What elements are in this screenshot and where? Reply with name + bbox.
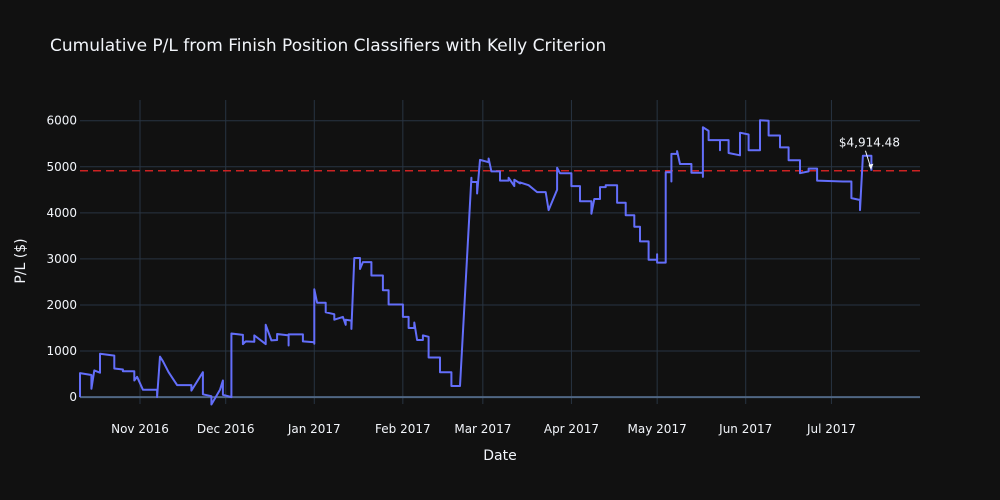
series-group <box>79 119 873 406</box>
grid <box>80 100 920 404</box>
y-tick-label: 5000 <box>46 160 77 174</box>
y-tick-label: 0 <box>69 390 77 404</box>
annotation-label: $4,914.48 <box>839 136 900 150</box>
y-tick-label: 1000 <box>46 344 77 358</box>
annotation-group: $4,914.48 <box>839 136 900 170</box>
y-tick-label: 2000 <box>46 298 77 312</box>
x-tick-label: Nov 2016 <box>111 422 169 436</box>
y-tick-label: 3000 <box>46 252 77 266</box>
annotation-arrow <box>864 150 871 167</box>
x-tick-label: Mar 2017 <box>454 422 511 436</box>
x-axis-title: Date <box>483 448 516 464</box>
y-axis-ticks: 0 1000 2000 3000 4000 5000 6000 <box>46 114 77 404</box>
y-tick-label: 6000 <box>46 114 77 128</box>
x-tick-label: Apr 2017 <box>544 422 599 436</box>
x-tick-label: Jun 2017 <box>718 422 772 436</box>
series-line-0 <box>79 119 873 406</box>
annotation-arrowhead <box>868 163 874 170</box>
x-tick-label: Jan 2017 <box>287 422 341 436</box>
x-tick-label: Jul 2017 <box>806 422 856 436</box>
x-tick-label: Dec 2016 <box>197 422 255 436</box>
x-axis-ticks: Nov 2016 Dec 2016 Jan 2017 Feb 2017 Mar 2017… <box>111 422 856 436</box>
x-tick-label: May 2017 <box>628 422 687 436</box>
x-tick-label: Feb 2017 <box>375 422 431 436</box>
y-tick-label: 4000 <box>46 206 77 220</box>
y-axis-title: P/L ($) <box>13 238 29 283</box>
chart-title: Cumulative P/L from Finish Position Clas… <box>50 36 606 56</box>
